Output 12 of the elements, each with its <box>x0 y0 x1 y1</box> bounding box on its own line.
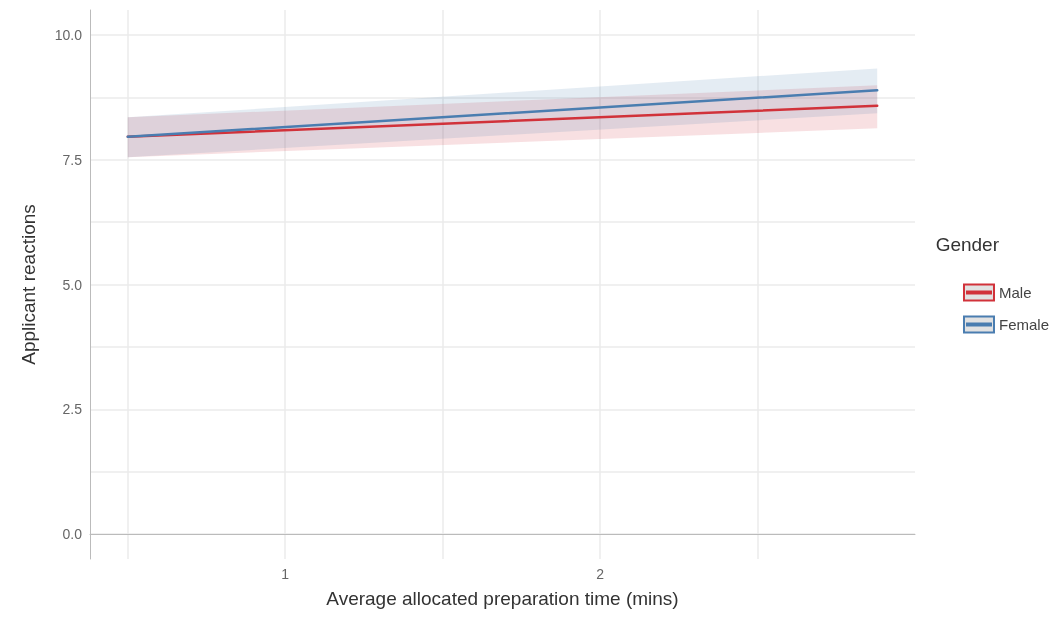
x-tick-label: 2 <box>596 566 605 582</box>
y-tick-label: 5.0 <box>62 276 83 293</box>
legend-label: Female <box>998 316 1050 333</box>
y-tick-label: 10.0 <box>54 26 83 43</box>
legend-label: Male <box>998 284 1032 301</box>
y-tick-label: 7.5 <box>62 151 83 168</box>
y-tick-label: 2.5 <box>62 401 83 418</box>
y-tick-label: 0.0 <box>62 526 83 543</box>
x-tick-label: 1 <box>281 566 290 582</box>
legend-title: Gender <box>935 234 1000 255</box>
x-axis-title: Average allocated preparation time (mins) <box>326 588 679 609</box>
y-axis-title: Applicant reactions <box>18 204 39 365</box>
